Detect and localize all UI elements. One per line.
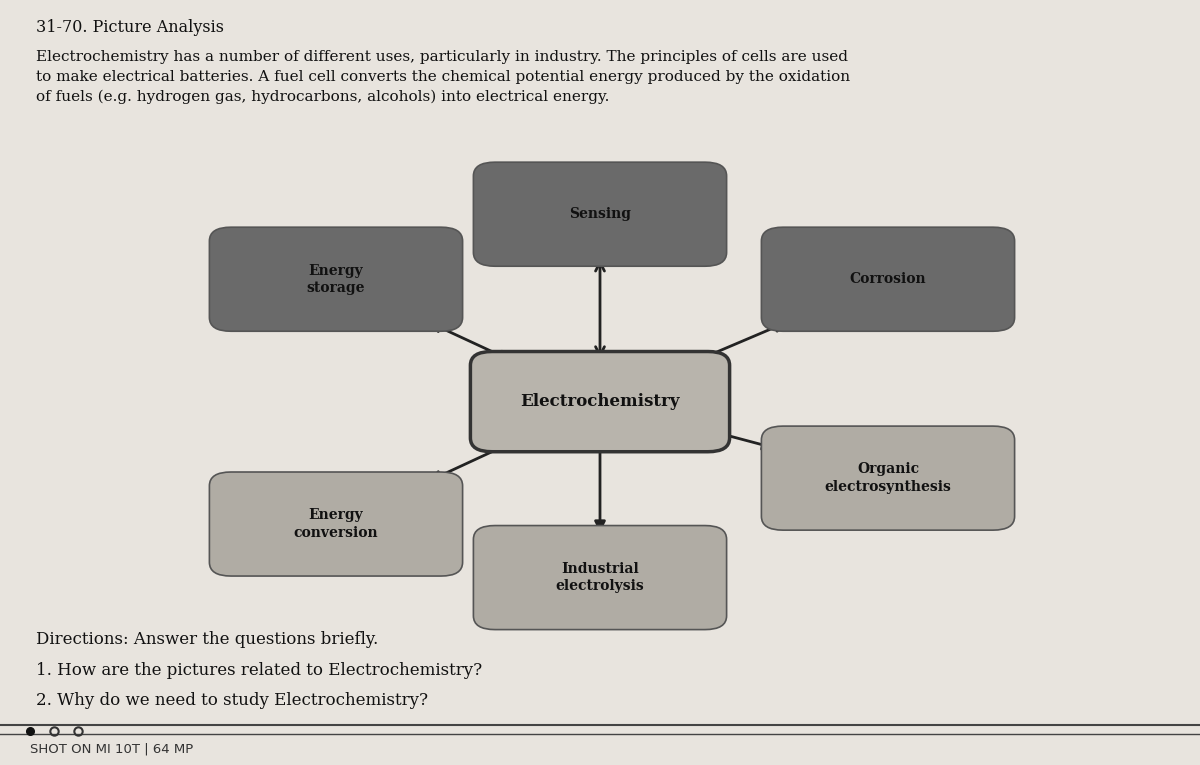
Text: Energy
conversion: Energy conversion	[294, 509, 378, 539]
Text: Organic
electrosynthesis: Organic electrosynthesis	[824, 463, 952, 493]
FancyBboxPatch shape	[210, 227, 463, 331]
Text: 31-70. Picture Analysis: 31-70. Picture Analysis	[36, 19, 224, 36]
Text: 2. Why do we need to study Electrochemistry?: 2. Why do we need to study Electrochemis…	[36, 692, 428, 709]
Text: SHOT ON MI 10T | 64 MP: SHOT ON MI 10T | 64 MP	[30, 742, 193, 755]
Text: Directions: Answer the questions briefly.: Directions: Answer the questions briefly…	[36, 631, 378, 648]
FancyBboxPatch shape	[210, 472, 463, 576]
FancyBboxPatch shape	[762, 426, 1015, 530]
Text: Energy
storage: Energy storage	[307, 264, 365, 295]
Text: Industrial
electrolysis: Industrial electrolysis	[556, 562, 644, 593]
FancyBboxPatch shape	[473, 162, 726, 266]
Text: Corrosion: Corrosion	[850, 272, 926, 286]
Text: Sensing: Sensing	[569, 207, 631, 221]
FancyBboxPatch shape	[762, 227, 1015, 331]
FancyBboxPatch shape	[473, 526, 726, 630]
Text: Electrochemistry has a number of different uses, particularly in industry. The p: Electrochemistry has a number of differe…	[36, 50, 850, 105]
FancyBboxPatch shape	[470, 352, 730, 451]
Text: Electrochemistry: Electrochemistry	[521, 393, 679, 410]
Text: 1. How are the pictures related to Electrochemistry?: 1. How are the pictures related to Elect…	[36, 662, 482, 679]
